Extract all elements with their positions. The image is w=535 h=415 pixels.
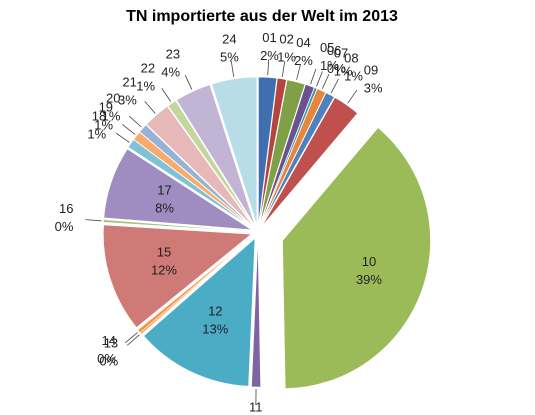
slice-category-label: 10 (362, 254, 376, 269)
slice-category-label: 22 (141, 61, 155, 76)
leader-line (85, 219, 102, 222)
pie-slice (167, 100, 255, 227)
slice-category-label: 09 (364, 63, 378, 78)
chart-title: TN importierte aus der Welt im 2013 (126, 8, 398, 25)
slice-category-label: 01 (262, 30, 276, 45)
leader-line (321, 74, 330, 89)
pie-slice (261, 97, 358, 227)
slice-value-label: 1% (277, 50, 296, 65)
leader-line (310, 68, 317, 85)
slice-value-label: 1% (334, 64, 353, 79)
slice-category-label: 15 (157, 245, 171, 260)
pie-slice (260, 92, 335, 226)
pie-slice (258, 76, 278, 226)
leader-line (129, 115, 142, 128)
slice-value-label: 8% (155, 201, 174, 216)
leader-line (330, 78, 339, 94)
leader-line (144, 100, 156, 114)
slice-value-label: 4% (161, 65, 180, 80)
slice-category-label: 16 (59, 201, 73, 216)
pie-slice (258, 77, 287, 226)
slice-value-label: 3% (364, 81, 383, 96)
pie-slice (137, 236, 253, 334)
slice-value-label: 0% (55, 219, 74, 234)
slice-category-label: 08 (344, 51, 358, 66)
pie-slice (146, 105, 254, 227)
slice-category-label: 24 (222, 32, 236, 47)
slice-category-label: 02 (279, 32, 293, 47)
leader-line (347, 89, 358, 104)
slice-value-label: 0% (97, 351, 116, 366)
leader-line (122, 124, 136, 135)
slice-category-label: 13 (104, 336, 118, 351)
slice-category-label: 05 (320, 40, 334, 55)
slice-category-label: 06 (327, 43, 341, 58)
leader-line (126, 334, 140, 346)
slice-value-label: 39% (356, 272, 382, 287)
slice-category-label: 20 (106, 91, 120, 106)
leader-line (281, 61, 286, 77)
pie-slice (143, 237, 256, 387)
slice-value-label: 12% (151, 263, 177, 278)
slice-value-label: 1% (94, 117, 113, 132)
leader-line (230, 61, 235, 77)
pie-slice (259, 79, 306, 226)
slice-category-label: 14 (101, 333, 115, 348)
slice-category-label: 21 (122, 75, 136, 90)
leader-line (124, 332, 138, 344)
slice-category-label: 19 (99, 99, 113, 114)
leader-line (161, 88, 172, 102)
slice-value-label: 1% (87, 127, 106, 142)
pie-slice (282, 127, 431, 389)
slice-value-label: 13% (202, 321, 228, 336)
pie-slice (251, 238, 261, 388)
slice-value-label: 1% (320, 58, 339, 73)
leader-line (184, 74, 193, 90)
leader-line (115, 132, 130, 143)
slice-category-label: 23 (166, 47, 180, 62)
slice-category-label: 17 (157, 183, 171, 198)
pie-slice (133, 131, 253, 228)
slice-category-label: 12 (208, 303, 222, 318)
pie-slice (102, 219, 252, 232)
leader-line (296, 64, 301, 80)
pie-slice (211, 76, 258, 226)
pie-slice (176, 84, 256, 226)
slice-category-label: 11 (249, 399, 263, 414)
slice-value-label: 1% (102, 109, 121, 124)
slice-value-label: 0% (99, 354, 118, 369)
slice-value-label: 2% (260, 48, 279, 63)
pie-slice (139, 124, 254, 228)
pie-slice (103, 148, 252, 231)
slice-value-label: 3% (118, 93, 137, 108)
slice-category-label: 07 (334, 46, 348, 61)
pie-slice (103, 224, 253, 328)
leader-line (267, 59, 270, 76)
slice-value-label: 1% (136, 79, 155, 94)
slice-value-label: 1% (344, 69, 363, 84)
pie-slice (260, 88, 327, 226)
slice-category-label: 04 (296, 35, 310, 50)
slice-value-label: 5% (220, 50, 239, 65)
slice-category-label: 18 (92, 109, 106, 124)
leader-line (316, 71, 323, 87)
pie-slice (127, 139, 253, 229)
slice-value-label: 0% (327, 61, 346, 76)
slice-value-label: 2% (294, 53, 313, 68)
